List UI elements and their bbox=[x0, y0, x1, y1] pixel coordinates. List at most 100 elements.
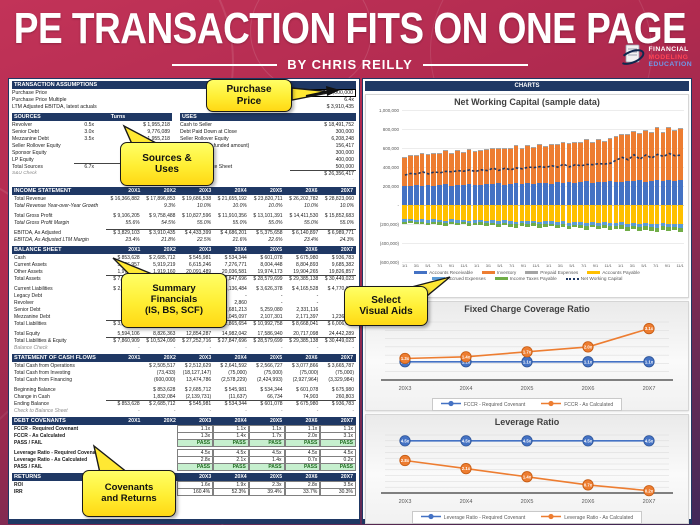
byline-text: BY CHRIS REILLY bbox=[287, 57, 413, 72]
bar-segment bbox=[548, 183, 554, 205]
bar-segment bbox=[478, 219, 484, 223]
bar-segment bbox=[554, 143, 560, 145]
bar-segment bbox=[460, 152, 466, 186]
row-label: Revolver bbox=[14, 299, 34, 306]
table-cell: 21.8% bbox=[161, 236, 176, 243]
legend-swatch bbox=[481, 271, 495, 274]
svg-text:20X3: 20X3 bbox=[399, 499, 412, 505]
section-title: RETURNS bbox=[14, 474, 42, 480]
svg-text:20X6: 20X6 bbox=[582, 499, 595, 505]
year-column-header: 20X7 bbox=[340, 355, 353, 361]
bar-segment bbox=[437, 205, 443, 220]
x-tick-label: 11/1 bbox=[460, 263, 468, 268]
bar-segment bbox=[507, 223, 513, 227]
year-column-header: 20X4 bbox=[234, 188, 247, 194]
legend-swatch bbox=[420, 513, 441, 522]
row-label: Balance Check bbox=[14, 344, 48, 351]
bar-segment bbox=[402, 186, 407, 205]
bar-segment bbox=[454, 205, 460, 221]
bar-segment bbox=[566, 205, 572, 223]
bar-segment bbox=[531, 183, 537, 205]
byline-rule-left bbox=[172, 63, 278, 66]
bar-segment bbox=[543, 146, 548, 184]
table-cell: 1,919,160 bbox=[153, 268, 176, 275]
source-row: Senior Debt 3.0x 9,776,089 bbox=[12, 128, 172, 135]
leverage-ratio-chart: Leverage Ratio 20X3 20X4 20X5 20X6 20X7 4.5x 4.… bbox=[365, 414, 689, 524]
bar-segment bbox=[507, 205, 513, 222]
bar-segment bbox=[402, 219, 407, 222]
bar-segment bbox=[525, 145, 531, 147]
legend-label: FCCR - As Calculated bbox=[564, 401, 614, 408]
bar-segment bbox=[466, 184, 472, 205]
table-cell: - bbox=[209, 407, 212, 414]
year-column-header: 20X6 bbox=[305, 188, 318, 194]
bar-segment bbox=[648, 223, 654, 227]
table-row: PASS / FAIL PASS PASS PASS PASS PASS bbox=[12, 463, 356, 471]
table-cell: PASS bbox=[284, 463, 321, 471]
use-value: $ 18,491,752 bbox=[324, 121, 354, 128]
assumption-value: $ 3,910,435 bbox=[326, 103, 354, 110]
table-cell: $ 675,980 bbox=[331, 386, 354, 393]
bar-segment bbox=[543, 205, 548, 222]
table-cell: 1,832,084 bbox=[153, 393, 176, 400]
logo-line-3: EDUCATION bbox=[648, 61, 692, 69]
bar-segment bbox=[631, 181, 636, 205]
bar-segment bbox=[619, 133, 625, 135]
svg-text:20X5: 20X5 bbox=[521, 499, 534, 505]
table-cell: 5,594,106 bbox=[117, 330, 140, 337]
bar-segment bbox=[413, 185, 419, 205]
bar-segment bbox=[472, 222, 478, 226]
bar-segment bbox=[437, 219, 443, 223]
covenants-returns-callout: Covenants and Returns bbox=[82, 470, 176, 517]
nwc-chart-title: Net Working Capital (sample data) bbox=[454, 97, 600, 107]
bar-segment bbox=[501, 148, 507, 185]
sources-total-turns: 6.7x bbox=[74, 163, 98, 170]
table-row: Beginning Balance $ 853,628 $ 2,685,712 $ 5… bbox=[12, 386, 356, 393]
bar-segment bbox=[537, 221, 542, 225]
bar-segment bbox=[607, 138, 613, 139]
assumption-label: LTM Adjusted EBITDA, latest actuals bbox=[12, 103, 97, 110]
table-cell: - bbox=[209, 344, 212, 351]
year-column-header: 20X5 bbox=[270, 418, 283, 424]
bar-segment bbox=[507, 221, 513, 224]
table-cell: $ 7,860,909 bbox=[106, 337, 142, 344]
assumption-row: LTM Adjusted EBITDA, latest actuals $ 3,9… bbox=[12, 103, 356, 110]
table-cell: $ 545,981 bbox=[177, 400, 214, 407]
table-cell: $ 4,686,201 bbox=[213, 229, 249, 236]
year-column-header: 20X1 bbox=[128, 247, 141, 253]
svg-text:20X7: 20X7 bbox=[643, 386, 656, 392]
table-cell: 10.0% bbox=[268, 202, 283, 209]
table-cell: 30.3% bbox=[320, 488, 356, 496]
income-statement-section: INCOME STATEMENT 20X1 20X2 20X3 20X4 20X5 20X6… bbox=[12, 187, 356, 243]
gridline bbox=[402, 243, 684, 244]
table-cell: PASS bbox=[177, 439, 214, 447]
row-label: Other Assets bbox=[14, 268, 43, 275]
table-cell: $ 12,865,654 bbox=[213, 320, 249, 327]
source-turns: 3.5x bbox=[84, 135, 94, 142]
callout-text: and Returns bbox=[101, 492, 157, 504]
bar-segment bbox=[642, 223, 648, 227]
table-cell: $ 23,820,711 bbox=[253, 195, 283, 202]
table-cell: PASS bbox=[248, 463, 285, 471]
use-label: Seller Rollover Equity bbox=[180, 135, 229, 142]
byline: BY CHRIS REILLY bbox=[0, 57, 700, 72]
year-column-header: 20X7 bbox=[340, 474, 353, 480]
table-cell: PASS bbox=[248, 439, 285, 447]
section-title: INCOME STATEMENT bbox=[14, 188, 72, 194]
bar-segment bbox=[613, 137, 619, 182]
bar-segment bbox=[637, 227, 642, 232]
table-row: Leverage Ratio - As Calculated 2.8x 2.1x 1.… bbox=[12, 456, 356, 464]
use-value: 156,417 bbox=[335, 142, 354, 149]
bar-segment bbox=[607, 205, 613, 224]
row-label: Total Cash from Investing bbox=[14, 369, 71, 376]
table-row: Leverage Ratio - Required Covenant 4.5x 4.… bbox=[12, 449, 356, 457]
bar-segment bbox=[666, 205, 672, 224]
bar-segment bbox=[595, 205, 601, 223]
table-cell: $ 10,992,758 bbox=[248, 320, 285, 327]
svg-text:1.4x: 1.4x bbox=[523, 474, 532, 479]
bar-segment bbox=[672, 180, 678, 205]
year-column-header: 20X1 bbox=[128, 188, 141, 194]
table-cell: 5,259,080 bbox=[260, 306, 283, 313]
table-cell: $ 3,665,787 bbox=[327, 362, 354, 369]
bar-segment bbox=[425, 220, 431, 223]
